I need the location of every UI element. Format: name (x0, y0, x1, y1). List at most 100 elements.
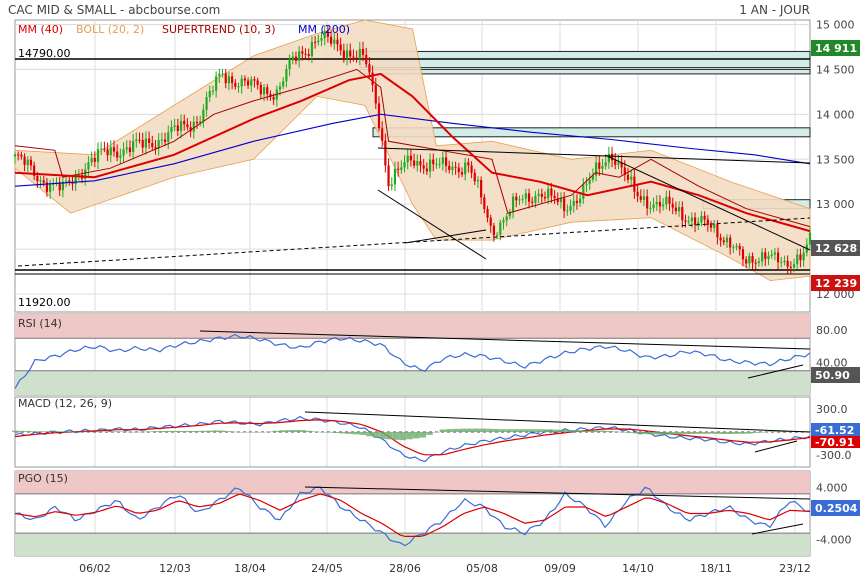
candle-body (195, 121, 199, 124)
macd-histogram-bar (606, 430, 614, 432)
candle-body (208, 90, 211, 98)
macd-histogram-bar (205, 430, 213, 432)
macd-histogram-bar (586, 430, 594, 432)
candle-body (748, 256, 751, 264)
macd-histogram-bar (426, 432, 433, 435)
candle-body (690, 217, 693, 222)
candle-body (294, 56, 298, 61)
macd-histogram-bar (212, 430, 220, 432)
candle-body (655, 201, 658, 205)
candle-body (227, 76, 231, 84)
candle-body (205, 97, 208, 110)
candle-body (716, 224, 719, 238)
range-high-label: 14790.00 (18, 47, 71, 60)
candle-body (451, 166, 454, 170)
candle-body (151, 142, 154, 148)
candle-body (90, 157, 93, 163)
candle-body (71, 182, 74, 185)
candle-body (262, 87, 266, 95)
macd-histogram-bar (272, 430, 280, 432)
macd-histogram-bar (252, 432, 260, 433)
macd-trendline (304, 411, 811, 433)
macd-value-tag-bg (811, 423, 860, 437)
candle-body (457, 167, 460, 173)
candle-body (700, 215, 703, 223)
candle-body (272, 97, 275, 100)
candle-body (610, 153, 614, 161)
candle-body (738, 245, 741, 250)
candle-body (537, 193, 540, 196)
macd-histogram-bar (646, 432, 654, 435)
macd-histogram-bar (112, 431, 119, 432)
macd-histogram-bar (432, 432, 440, 433)
min-price-tag-bg (811, 275, 860, 291)
candle-body (709, 224, 713, 228)
macd-histogram-bar (693, 432, 701, 434)
candle-body (288, 59, 291, 70)
candle-body (138, 139, 141, 141)
candle-body (377, 103, 381, 129)
candle-body (416, 161, 419, 166)
pgo-trendline (304, 486, 811, 500)
candle-body (116, 151, 119, 158)
candle-body (483, 197, 486, 210)
macd-histogram-bar (593, 430, 600, 432)
candle-body (636, 191, 639, 197)
candle-body (630, 176, 633, 180)
candle-body (154, 147, 157, 149)
rsi-panel (14, 313, 811, 396)
dashed-trendline (17, 217, 811, 267)
candle-body (796, 254, 799, 265)
candle-body (754, 262, 757, 264)
macd-histogram-bar (199, 430, 206, 432)
candle-body (563, 198, 566, 212)
macd-histogram-bar (366, 432, 373, 437)
macd-histogram-bar (766, 431, 774, 432)
candle-body (384, 140, 387, 166)
macd-histogram-bar (132, 431, 139, 433)
candle-body (722, 240, 725, 243)
macd-histogram-bar (72, 431, 79, 433)
macd-histogram-bar (158, 430, 166, 432)
ma200-line (14, 113, 811, 187)
candle-body (42, 180, 45, 183)
macd-histogram-bar (573, 430, 580, 432)
candle-body (374, 84, 377, 104)
candle-body (307, 54, 310, 56)
candle-body (435, 163, 438, 165)
candle-body (432, 159, 435, 165)
macd-histogram-bar (726, 432, 734, 435)
candle-body (438, 163, 441, 165)
candle-body (789, 266, 792, 268)
trendline (377, 189, 487, 260)
macd-histogram-bar (472, 428, 480, 432)
macd-histogram-bar (459, 428, 467, 432)
pgo-value-tag: 0.2504 (815, 502, 858, 515)
candle-body (221, 73, 224, 75)
macd-histogram-bar (312, 431, 320, 432)
x-tick-label: 28/06 (389, 562, 421, 575)
candle-body (502, 220, 505, 223)
candle-body (419, 161, 422, 166)
candle-body (547, 188, 550, 199)
macd-histogram-bar (58, 431, 66, 432)
macd-histogram-bar (780, 431, 787, 432)
candle-body (224, 73, 227, 84)
macd-histogram-bar (232, 431, 240, 433)
candle-body (735, 245, 738, 248)
candle-body (687, 221, 690, 223)
macd-histogram-bar (239, 432, 246, 433)
macd-title: MACD (12, 26, 9) (18, 397, 112, 410)
main-price-panel (13, 19, 812, 282)
candle-body (639, 196, 642, 200)
bollinger-band (14, 19, 811, 282)
candle-body (671, 203, 674, 208)
candle-body (106, 149, 109, 156)
candle-body (58, 182, 61, 191)
macd-histogram-bar (680, 432, 687, 435)
candle-body (36, 175, 39, 182)
macd-histogram-bar (773, 431, 781, 432)
candle-body (531, 201, 534, 203)
macd-histogram-bar (352, 432, 360, 435)
candle-body (170, 127, 173, 133)
